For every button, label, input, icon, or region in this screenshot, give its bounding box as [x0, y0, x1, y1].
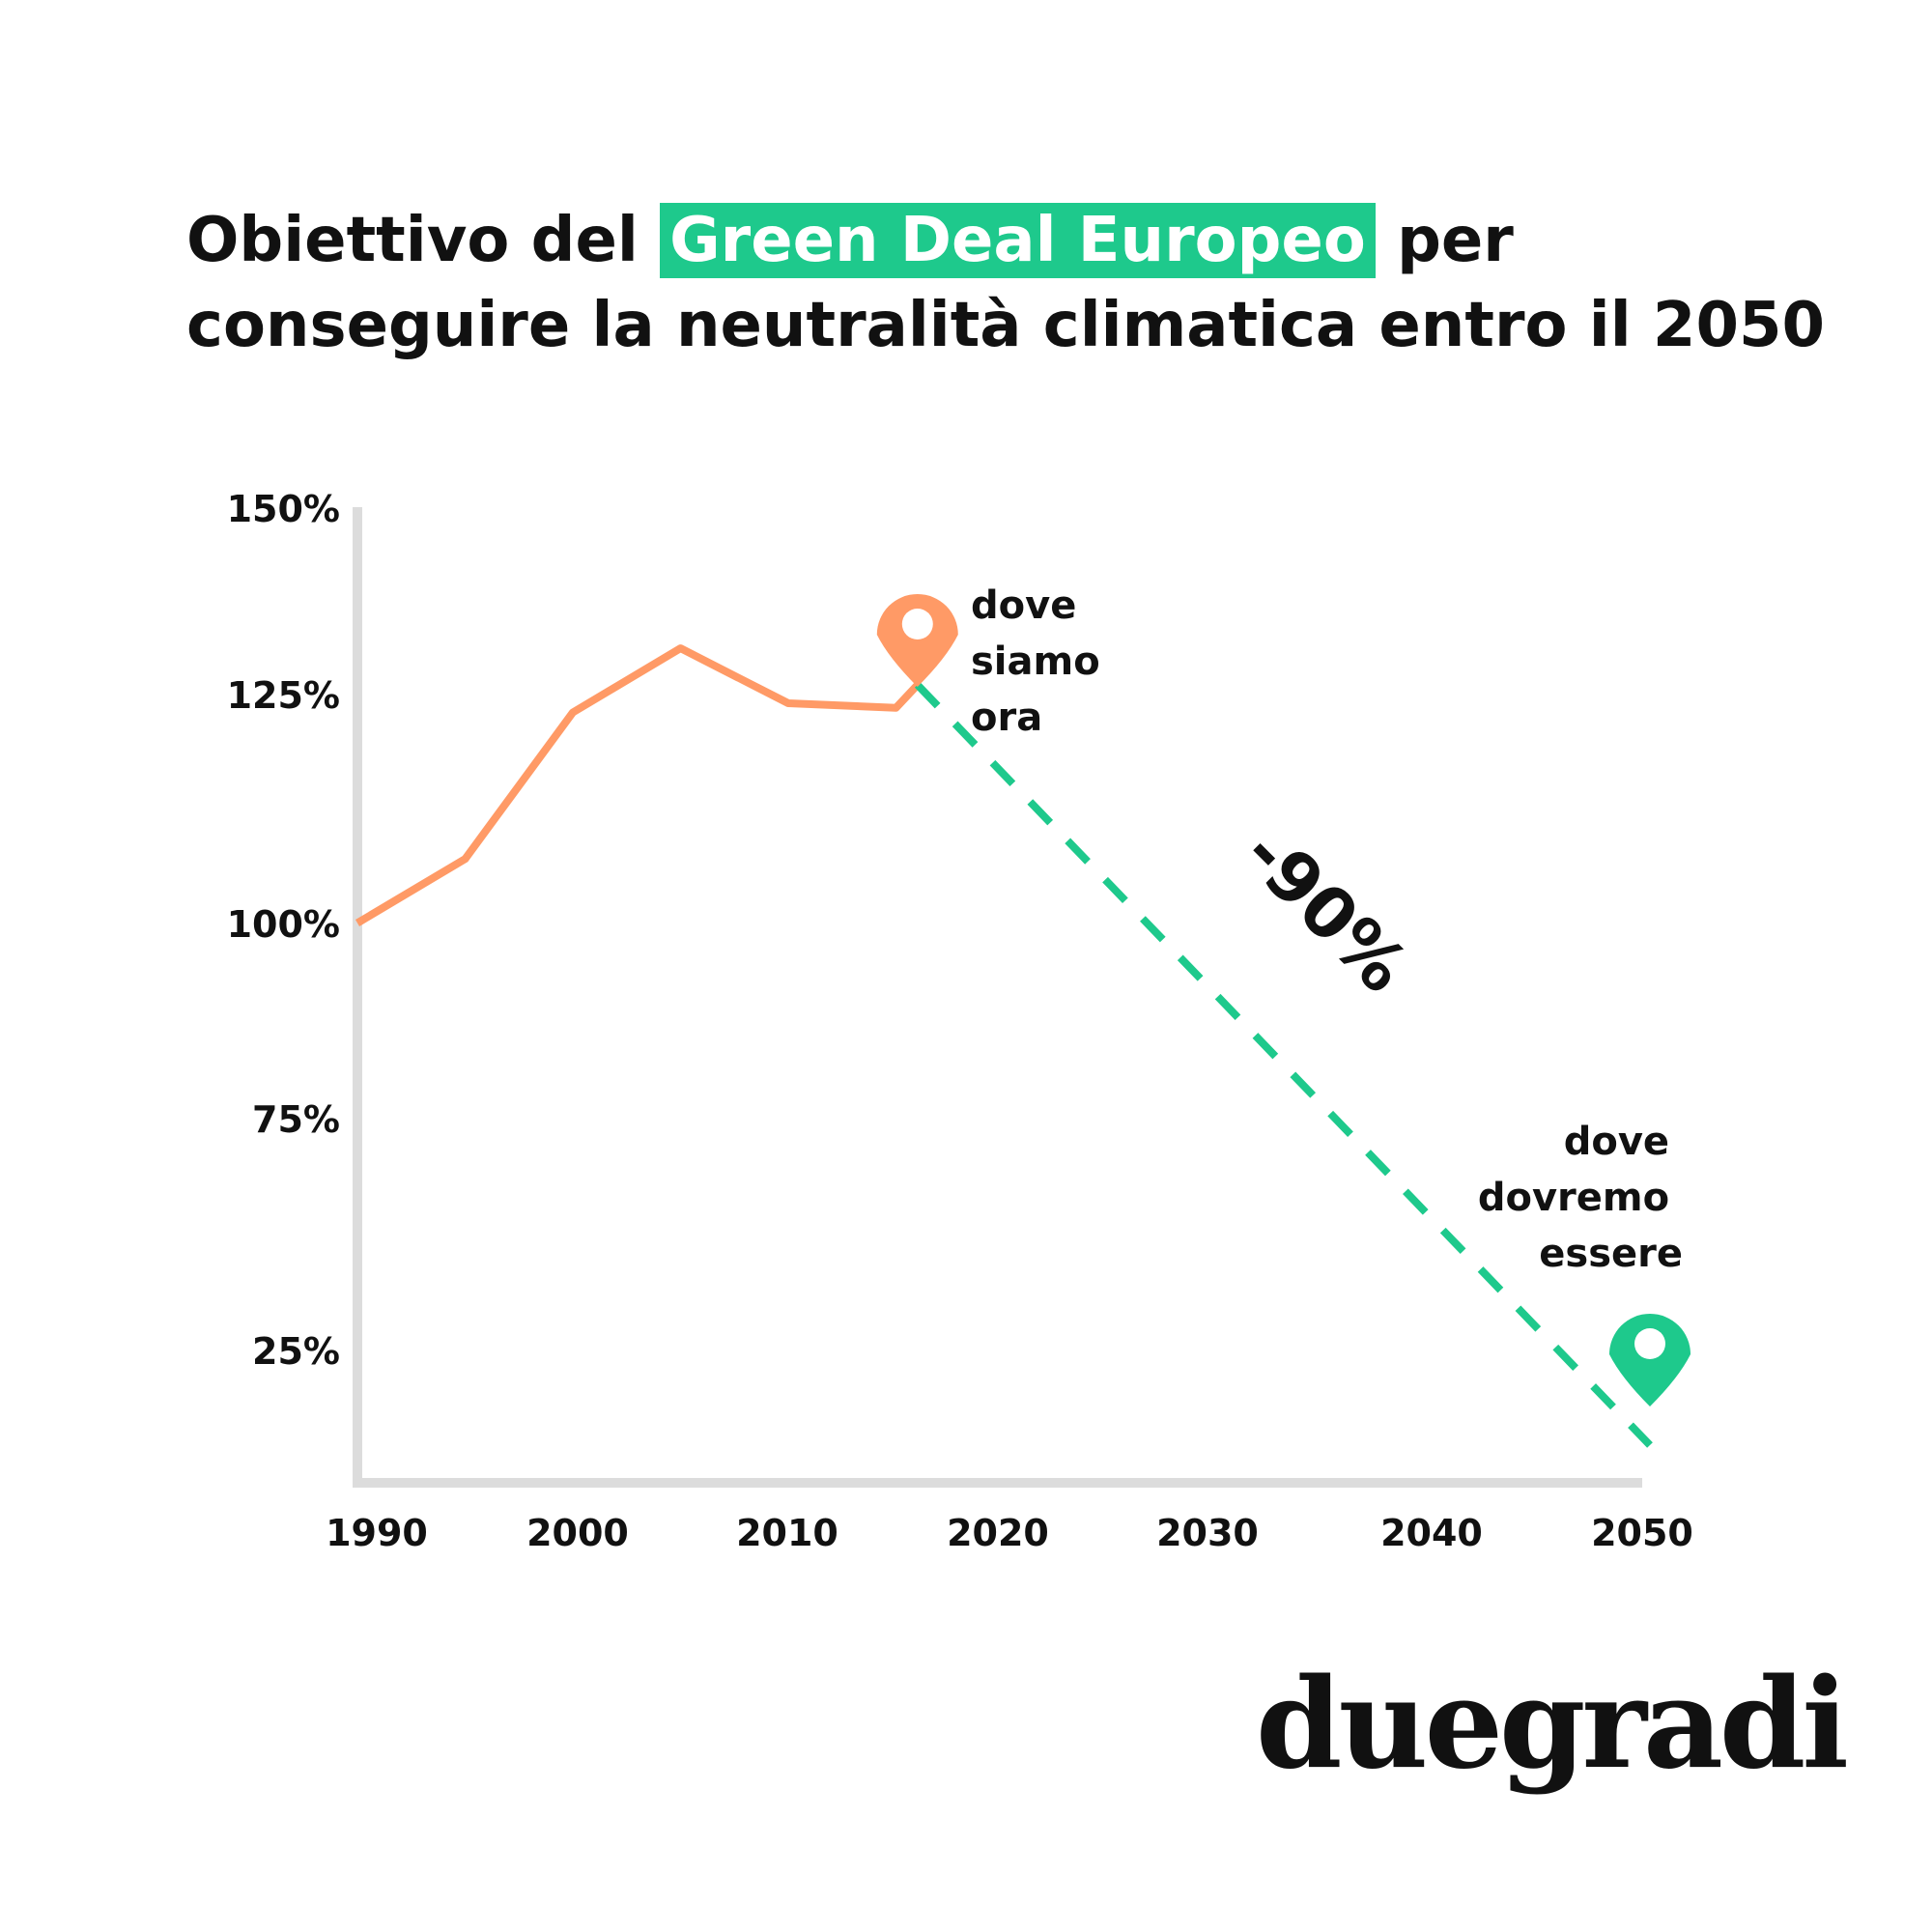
x-tick-label: 2050	[1591, 1512, 1693, 1554]
annotation-current-line: ora	[971, 696, 1042, 740]
x-tick-label: 2000	[526, 1512, 629, 1554]
annotation-target-line: dovremo	[1478, 1176, 1669, 1220]
y-tick-label: 125%	[227, 674, 340, 717]
y-tick-label: 25%	[252, 1330, 340, 1373]
chart-title: Obiettivo del Green Deal Europeo per con…	[186, 198, 1829, 368]
location-pin-target-icon	[1609, 1314, 1690, 1406]
title-suffix: per conseguire la neutralità climatica e…	[186, 205, 1826, 361]
title-highlight: Green Deal Europeo	[660, 203, 1376, 278]
annotation-target-line: essere	[1539, 1232, 1683, 1276]
annotation-target: dove dovremo essere	[1478, 1120, 1683, 1276]
location-pin-current-icon	[876, 594, 958, 687]
x-tick-label: 2020	[947, 1512, 1049, 1554]
annotation-target-line: dove	[1564, 1120, 1669, 1164]
series-line-historical	[355, 644, 921, 926]
reduction-label: -90%	[1228, 812, 1423, 1008]
brand-logo: duegradi	[1256, 1652, 1849, 1797]
series-line-target	[914, 682, 1653, 1448]
x-tick-label: 2030	[1156, 1512, 1259, 1554]
title-prefix: Obiettivo del	[186, 205, 661, 276]
annotation-current-line: siamo	[971, 639, 1100, 684]
y-tick-label: 75%	[252, 1098, 340, 1141]
x-tick-label: 2040	[1380, 1512, 1483, 1554]
annotation-current-line: dove	[971, 583, 1076, 628]
y-tick-label: 150%	[227, 488, 340, 530]
x-tick-label: 1990	[326, 1512, 428, 1554]
x-tick-label: 2010	[736, 1512, 838, 1554]
annotation-current: dove siamo ora	[971, 583, 1114, 740]
y-tick-label: 100%	[227, 903, 340, 946]
